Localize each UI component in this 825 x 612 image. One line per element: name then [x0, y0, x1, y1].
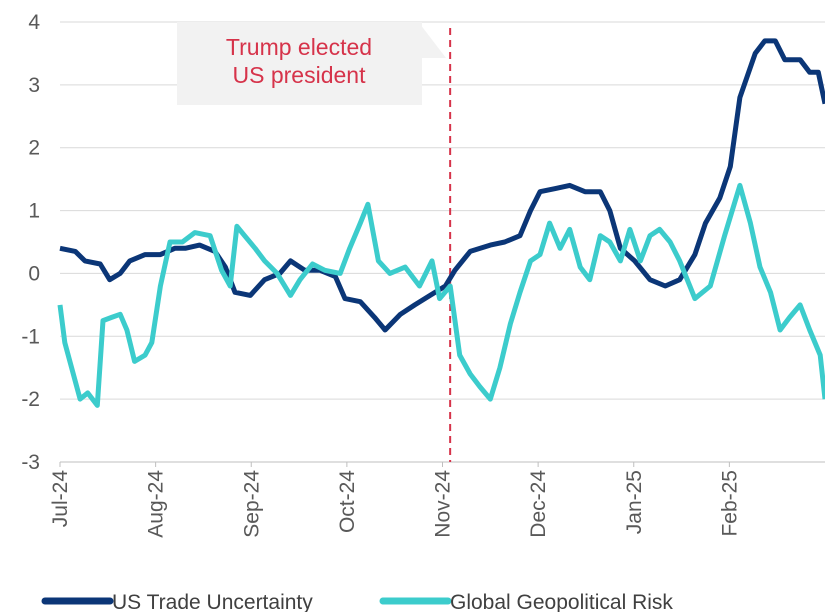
- y-tick-label: -2: [21, 388, 40, 411]
- x-tick-label: Aug-24: [145, 470, 168, 538]
- y-tick-label: -3: [21, 451, 40, 474]
- x-tick-label: Dec-24: [527, 470, 550, 538]
- y-tick-label: 4: [28, 11, 40, 34]
- y-tick-label: 3: [28, 74, 40, 97]
- legend-label: Global Geopolitical Risk: [450, 591, 673, 612]
- x-tick-label: Oct-24: [336, 470, 359, 533]
- annotation-pointer: [420, 24, 446, 58]
- annotation-box: [177, 22, 422, 105]
- x-tick-label: Jan-25: [623, 470, 646, 534]
- x-tick-label: Feb-25: [718, 470, 741, 537]
- x-tick-label: Sep-24: [240, 470, 263, 538]
- annotation-text: US president: [233, 62, 367, 88]
- lines: [57, 38, 825, 408]
- y-tick-label: 0: [28, 262, 40, 285]
- series-line: [59, 38, 825, 333]
- annotation-text: Trump elected: [226, 34, 372, 60]
- y-tick-label: 2: [28, 137, 40, 160]
- y-tick-label: -1: [21, 325, 40, 348]
- legend-label: US Trade Uncertainty: [112, 591, 313, 612]
- x-tick-label: Nov-24: [432, 470, 455, 538]
- legend: US Trade Uncertainty Global Geopolitical …: [41, 591, 673, 612]
- series-line: [57, 182, 825, 408]
- y-tick-label: 1: [28, 200, 40, 223]
- x-tick-label: Jul-24: [49, 470, 72, 528]
